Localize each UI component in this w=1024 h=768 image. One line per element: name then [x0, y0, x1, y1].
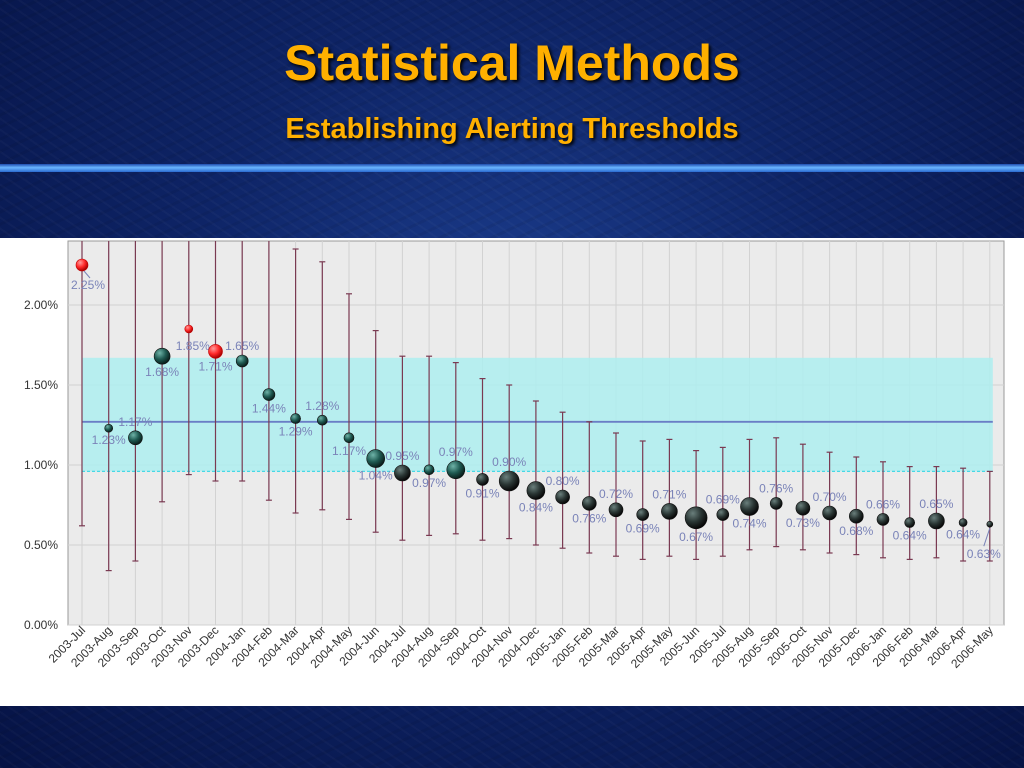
data-label: 0.76%	[572, 511, 606, 525]
data-point	[128, 430, 143, 446]
data-point	[716, 508, 730, 521]
data-label: 1.68%	[145, 365, 179, 379]
data-point	[394, 464, 411, 482]
data-point	[684, 506, 708, 530]
data-label: 0.97%	[439, 445, 473, 459]
data-point	[526, 481, 546, 500]
data-label: 0.74%	[732, 517, 766, 531]
data-point	[958, 518, 968, 527]
data-point	[343, 432, 355, 444]
data-label: 0.63%	[967, 547, 1001, 561]
y-tick-label: 1.50%	[24, 378, 58, 392]
threshold-band	[82, 357, 993, 472]
data-point	[848, 508, 864, 524]
data-point	[795, 500, 811, 516]
data-point	[446, 460, 466, 480]
y-tick-label: 1.00%	[24, 458, 58, 472]
data-label: 1.65%	[225, 339, 259, 353]
data-point	[104, 423, 113, 433]
data-point	[262, 388, 276, 401]
slide-subtitle: Establishing Alerting Thresholds	[285, 113, 739, 145]
data-label: 0.64%	[893, 529, 927, 543]
slide-title: Statistical Methods	[284, 35, 740, 91]
chart-panel: 0.00% 0.50% 1.00% 1.50% 2.00% 2.25% 1.23% 1.17%…	[0, 238, 1024, 706]
data-point	[876, 513, 890, 526]
data-label: 0.72%	[599, 487, 633, 501]
data-point	[153, 347, 171, 365]
data-label: 1.71%	[198, 359, 232, 373]
alert-point	[184, 324, 194, 334]
data-label: 1.28%	[305, 399, 339, 413]
data-point	[498, 470, 520, 492]
y-tick-label: 0.00%	[24, 618, 58, 632]
data-label: 0.67%	[679, 530, 713, 544]
alert-point	[208, 344, 223, 359]
data-label: 0.73%	[786, 516, 820, 530]
label-leader-line	[83, 270, 91, 279]
data-point	[476, 473, 489, 486]
data-label: 0.66%	[866, 497, 900, 511]
data-label: 0.71%	[652, 487, 686, 501]
data-point	[555, 489, 570, 505]
data-label: 0.69%	[706, 493, 740, 507]
data-label: 1.44%	[252, 402, 286, 416]
data-label: 0.64%	[946, 528, 980, 542]
data-point	[608, 502, 624, 518]
data-label: 1.17%	[118, 415, 152, 429]
data-label: 0.95%	[385, 449, 419, 463]
data-point	[423, 464, 435, 476]
data-label: 1.85%	[176, 339, 210, 353]
data-point	[235, 354, 249, 368]
data-label: 0.84%	[519, 501, 553, 515]
data-label: 0.91%	[465, 486, 499, 500]
y-tick-label: 0.50%	[24, 538, 58, 552]
data-label: 0.70%	[813, 490, 847, 504]
data-point	[740, 497, 759, 516]
data-label: 2.25%	[71, 278, 105, 292]
data-label: 0.90%	[492, 455, 526, 469]
threshold-chart: 0.00% 0.50% 1.00% 1.50% 2.00% 2.25% 1.23% 1.17%…	[24, 240, 1005, 671]
data-label: 1.04%	[359, 469, 393, 483]
data-label: 0.69%	[626, 522, 660, 536]
data-label: 0.76%	[759, 481, 793, 495]
data-label: 0.97%	[412, 476, 446, 490]
alert-point	[75, 258, 89, 272]
data-point	[581, 496, 597, 511]
data-point	[769, 497, 783, 510]
data-point	[316, 414, 328, 426]
data-point	[661, 503, 678, 520]
data-label: 0.68%	[839, 524, 873, 538]
data-point	[904, 517, 916, 528]
title-divider	[0, 164, 1024, 172]
data-point	[928, 512, 945, 530]
data-label: 1.23%	[92, 433, 126, 447]
data-point	[822, 505, 837, 521]
y-tick-label: 2.00%	[24, 298, 58, 312]
data-point	[986, 520, 994, 528]
data-point	[636, 508, 650, 521]
data-label: 0.80%	[546, 474, 580, 488]
data-label: 0.65%	[919, 497, 953, 511]
data-point	[366, 449, 386, 468]
data-label: 1.29%	[279, 425, 313, 439]
label-leader-line	[983, 528, 991, 547]
data-label: 1.17%	[332, 444, 366, 458]
data-point	[290, 413, 301, 424]
